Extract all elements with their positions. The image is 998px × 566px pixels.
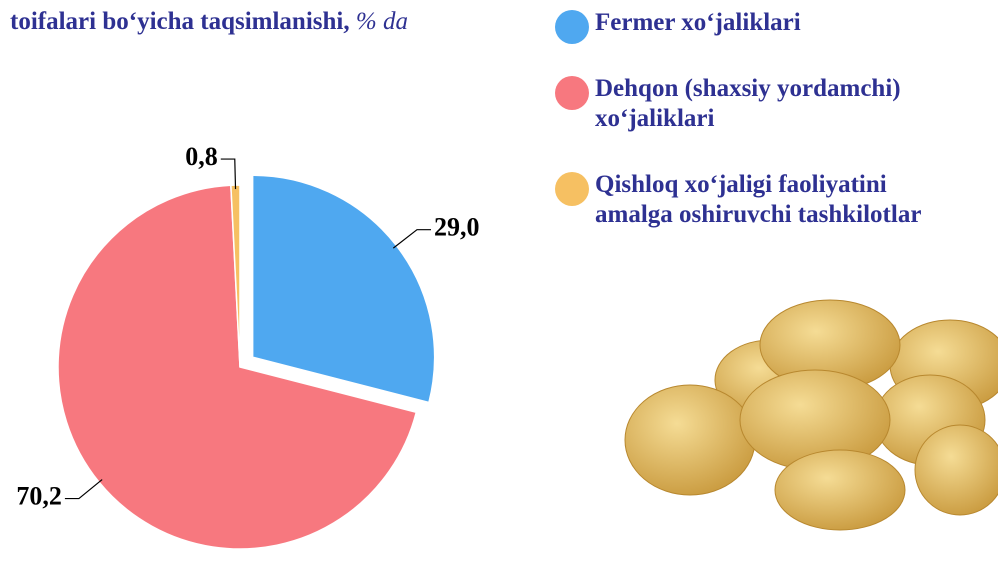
legend-label: Fermer xo‘jaliklari bbox=[595, 9, 801, 36]
leader-line bbox=[220, 158, 237, 190]
data-label: 0,8 bbox=[185, 142, 218, 171]
legend-item: Dehqon (shaxsiy yordamchi) xo‘jaliklari bbox=[555, 74, 995, 134]
legend-label: Qishloq xo‘jaligi faoliyatini amalga osh… bbox=[595, 171, 922, 228]
chart-title: toifalari bo‘yicha taqsimlanishi, % da bbox=[10, 8, 408, 36]
leader-line bbox=[392, 229, 431, 249]
legend-label: Dehqon (shaxsiy yordamchi) xo‘jaliklari bbox=[595, 75, 901, 132]
legend-item: Fermer xo‘jaliklari bbox=[555, 8, 995, 44]
data-label: 70,2 bbox=[16, 482, 62, 511]
legend-item: Qishloq xo‘jaligi faoliyatini amalga osh… bbox=[555, 170, 955, 230]
title-unit: % da bbox=[355, 8, 408, 35]
title-text: toifalari bo‘yicha taqsimlanishi, bbox=[10, 8, 350, 35]
potato-illustration bbox=[624, 299, 998, 531]
leader-line bbox=[64, 479, 103, 500]
pie-slice bbox=[251, 174, 436, 404]
data-label: 29,0 bbox=[434, 213, 480, 242]
legend-swatch bbox=[555, 10, 589, 44]
legend: Fermer xo‘jaliklari Dehqon (shaxsiy yorda… bbox=[555, 8, 995, 266]
legend-swatch bbox=[555, 172, 589, 206]
legend-swatch bbox=[555, 76, 589, 110]
